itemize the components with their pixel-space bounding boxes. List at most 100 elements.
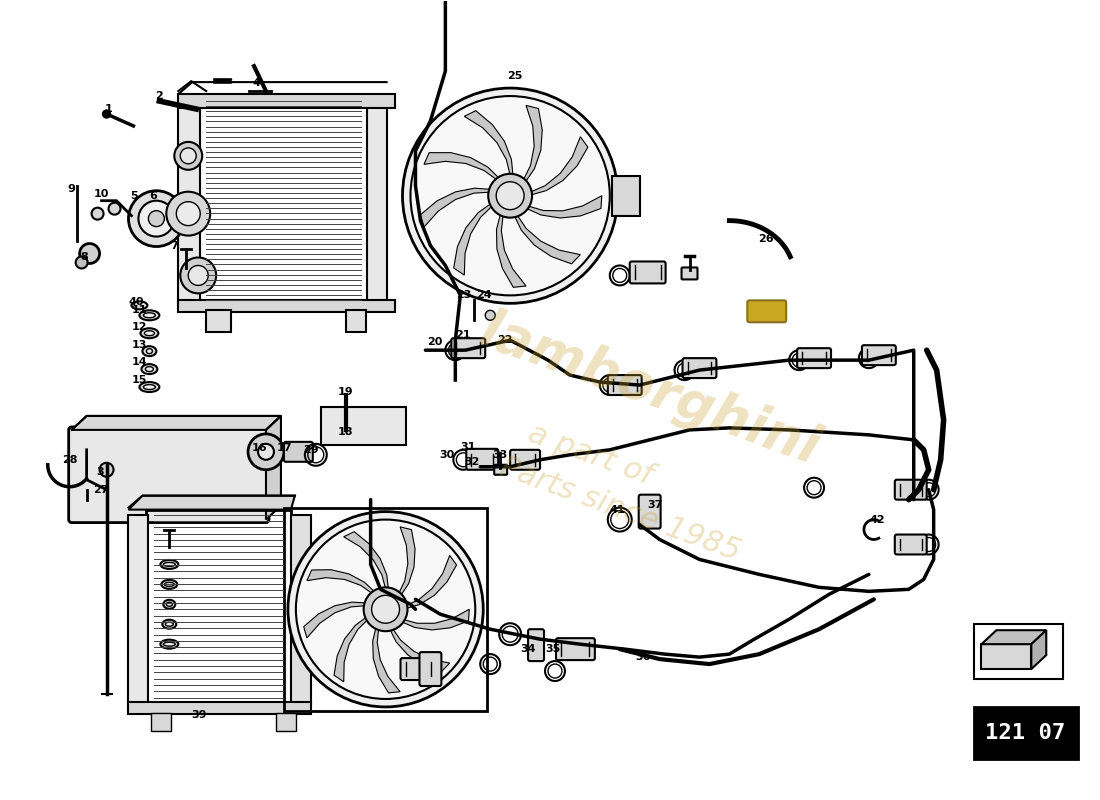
Text: 27: 27 [92,485,108,494]
Bar [129,514,149,704]
Text: 15: 15 [132,375,147,385]
Text: 22: 22 [497,335,513,346]
Polygon shape [528,137,587,196]
FancyBboxPatch shape [528,630,544,661]
Polygon shape [524,196,602,218]
Text: 31: 31 [461,442,476,452]
Polygon shape [424,153,502,182]
Ellipse shape [161,640,178,649]
Bar [974,707,1078,758]
Text: 18: 18 [338,427,353,437]
Text: 35: 35 [546,644,561,654]
Text: 6: 6 [150,190,157,201]
Circle shape [364,587,407,631]
FancyBboxPatch shape [451,338,485,358]
Text: 11: 11 [132,306,147,315]
Ellipse shape [142,364,157,374]
Text: 29: 29 [302,445,319,455]
Text: 20: 20 [427,338,442,347]
Bar [284,508,487,711]
Bar [345,310,365,332]
Text: 3: 3 [97,466,104,477]
Bar [321,407,406,445]
FancyBboxPatch shape [747,300,786,322]
Ellipse shape [132,302,147,310]
Polygon shape [404,555,456,610]
Polygon shape [522,106,542,184]
Circle shape [100,462,113,477]
Circle shape [180,148,196,164]
Ellipse shape [163,600,175,609]
Ellipse shape [142,346,156,356]
Bar [129,702,311,714]
Polygon shape [514,213,581,264]
Polygon shape [307,570,376,595]
Ellipse shape [165,622,174,626]
Circle shape [372,595,399,623]
Text: 41: 41 [610,505,626,514]
Bar [206,310,231,332]
Text: 37: 37 [647,500,662,510]
Bar [146,510,290,709]
FancyBboxPatch shape [639,494,661,529]
Bar [290,514,311,704]
FancyBboxPatch shape [629,262,666,283]
Circle shape [109,202,121,214]
Polygon shape [496,211,526,287]
FancyBboxPatch shape [798,348,830,368]
FancyBboxPatch shape [682,267,697,279]
FancyBboxPatch shape [608,375,641,395]
Circle shape [180,258,217,294]
Circle shape [488,174,532,218]
Bar [276,713,296,731]
Circle shape [496,182,524,210]
Ellipse shape [145,366,153,371]
Text: Parts since 1985: Parts since 1985 [496,453,744,566]
Polygon shape [1032,630,1046,669]
Circle shape [296,519,475,699]
Polygon shape [343,532,388,592]
Polygon shape [397,527,415,598]
FancyBboxPatch shape [466,449,498,470]
Polygon shape [464,110,514,178]
Circle shape [176,202,200,226]
Polygon shape [388,626,450,671]
Circle shape [166,192,210,235]
FancyBboxPatch shape [510,450,540,470]
Text: 13: 13 [132,340,147,350]
Bar [178,101,200,306]
Text: 21: 21 [455,330,471,340]
Text: a part of: a part of [524,419,656,490]
Ellipse shape [141,328,158,338]
Ellipse shape [164,582,174,586]
Text: 12: 12 [132,322,147,332]
FancyBboxPatch shape [894,534,926,554]
Polygon shape [373,625,400,693]
FancyBboxPatch shape [419,652,441,686]
Text: 5: 5 [131,190,139,201]
FancyBboxPatch shape [556,638,595,660]
Bar [366,101,386,306]
Polygon shape [399,610,470,630]
Text: 9: 9 [68,184,76,194]
Polygon shape [453,202,494,275]
Text: 40: 40 [129,298,144,307]
Ellipse shape [163,562,175,566]
Text: 8: 8 [80,253,88,262]
Text: 34: 34 [520,644,536,654]
Bar [612,176,640,216]
Ellipse shape [163,620,176,629]
Polygon shape [266,416,280,519]
Circle shape [129,190,185,246]
Text: 42: 42 [869,514,884,525]
Circle shape [485,310,495,320]
Ellipse shape [163,642,175,646]
Text: 2: 2 [155,91,163,101]
Text: 1: 1 [104,104,112,114]
FancyBboxPatch shape [494,465,507,474]
Ellipse shape [143,385,155,390]
Text: 25: 25 [507,71,522,81]
FancyBboxPatch shape [68,427,270,522]
Polygon shape [981,630,1046,644]
Circle shape [79,243,100,263]
